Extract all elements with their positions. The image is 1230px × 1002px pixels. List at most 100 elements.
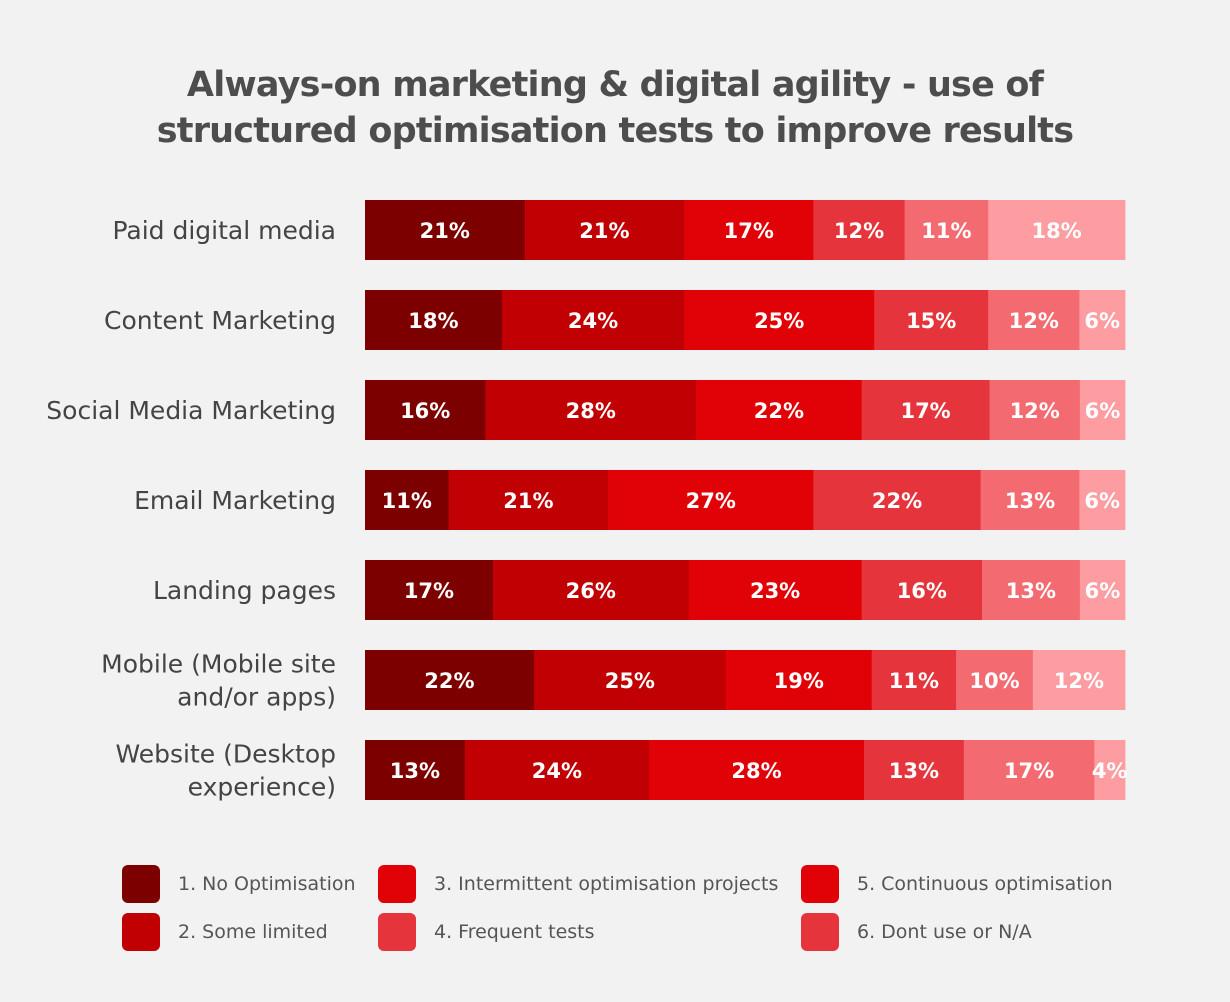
bar-segment: [963, 740, 1095, 800]
bar-segment: [365, 470, 449, 530]
data-label: 21%: [420, 219, 470, 243]
data-label: 25%: [754, 309, 804, 333]
data-label: 15%: [906, 309, 956, 333]
data-label: 11%: [889, 669, 939, 693]
bar-row: Website (Desktop experience) 13% 24% 28% 13% 1…: [116, 740, 1128, 802]
data-label: 28%: [566, 399, 616, 423]
chart-title-line-1: Always-on marketing & digital agility - …: [186, 65, 1044, 105]
data-label: 18%: [1031, 219, 1081, 243]
bar-segment: [863, 740, 965, 800]
bar-segment: [725, 650, 873, 710]
bar-segment: [485, 380, 697, 440]
legend-swatch: [378, 865, 416, 903]
bar-segment: [1032, 650, 1126, 710]
bar-row: Content Marketing 18% 24% 25% 15% 12% 6%: [104, 290, 1126, 350]
bar-segment: [524, 200, 685, 260]
legend-swatch: [801, 913, 839, 951]
bar-segment: [365, 740, 466, 800]
bar-segment: [1079, 380, 1126, 440]
legend-label: 5. Continuous optimisation: [857, 873, 1113, 895]
legend-item: 6. Dont use or N/A: [801, 913, 1032, 951]
data-label: 13%: [889, 759, 939, 783]
category-label: Social Media Marketing: [46, 396, 336, 425]
legend-swatch: [122, 865, 160, 903]
data-label: 21%: [503, 489, 553, 513]
bar-row: Paid digital media 21% 21% 17% 12% 11% 18%: [112, 200, 1126, 260]
bar-segment: [1094, 740, 1126, 800]
bar-segment: [980, 470, 1080, 530]
data-label: 11%: [921, 219, 971, 243]
bar-segment: [982, 560, 1081, 620]
data-label: 6%: [1084, 309, 1120, 333]
bar-segment: [1079, 290, 1126, 350]
bar-segment: [871, 650, 957, 710]
category-label: and/or apps): [177, 683, 336, 712]
bar-segment: [365, 650, 535, 710]
data-label: 22%: [754, 399, 804, 423]
bar-segment: [874, 290, 989, 350]
bar-segment: [448, 470, 609, 530]
data-label: 6%: [1085, 579, 1121, 603]
bar-row: Landing pages 17% 26% 23% 16% 13% 6%: [153, 560, 1126, 620]
bar-segment: [533, 650, 727, 710]
data-label: 12%: [1009, 309, 1059, 333]
category-label: experience): [188, 773, 336, 802]
bar-segment: [684, 200, 814, 260]
bar-segment: [813, 470, 981, 530]
category-label: Content Marketing: [104, 306, 336, 335]
legend-label: 2. Some limited: [178, 921, 328, 943]
data-label: 21%: [579, 219, 629, 243]
category-label: Mobile (Mobile site: [101, 650, 336, 679]
data-label: 12%: [1010, 399, 1060, 423]
bar-row: Email Marketing 11% 21% 27% 22% 13% 6%: [134, 470, 1126, 530]
data-label: 17%: [724, 219, 774, 243]
bar-segment: [649, 740, 865, 800]
legend-item: 4. Frequent tests: [378, 913, 595, 951]
data-label: 23%: [750, 579, 800, 603]
bar-segment: [813, 200, 905, 260]
bar-segment: [492, 560, 689, 620]
data-label: 10%: [969, 669, 1019, 693]
bar-segment: [956, 650, 1034, 710]
data-label: 11%: [382, 489, 432, 513]
data-label: 13%: [1005, 489, 1055, 513]
data-label: 13%: [1006, 579, 1056, 603]
bar-segment: [1079, 470, 1126, 530]
legend-swatch: [122, 913, 160, 951]
data-label: 18%: [408, 309, 458, 333]
data-label: 22%: [424, 669, 474, 693]
data-label: 6%: [1084, 489, 1120, 513]
data-label: 13%: [390, 759, 440, 783]
data-label: 28%: [731, 759, 781, 783]
category-label: Website (Desktop: [116, 740, 336, 769]
data-label: 24%: [568, 309, 618, 333]
data-label: 19%: [774, 669, 824, 693]
bar-segment: [989, 380, 1081, 440]
bar-segment: [861, 560, 983, 620]
legend-item: 3. Intermittent optimisation projects: [378, 865, 778, 903]
legend-label: 4. Frequent tests: [434, 921, 595, 943]
legend-item: 2. Some limited: [122, 913, 328, 951]
legend-swatch: [801, 865, 839, 903]
data-label: 12%: [834, 219, 884, 243]
bar-segment: [684, 290, 875, 350]
legend-item: 5. Continuous optimisation: [801, 865, 1113, 903]
legend-swatch: [378, 913, 416, 951]
data-label: 17%: [404, 579, 454, 603]
bar-segment: [501, 290, 685, 350]
chart-title-line-2: structured optimisation tests to improve…: [156, 111, 1074, 151]
category-label: Paid digital media: [112, 216, 336, 245]
legend-label: 3. Intermittent optimisation projects: [434, 873, 779, 895]
data-label: 27%: [686, 489, 736, 513]
data-label: 12%: [1054, 669, 1104, 693]
bar-segment: [988, 290, 1080, 350]
legend-item: 1. No Optimisation: [122, 865, 356, 903]
bar-segment: [988, 200, 1126, 260]
bar-segment: [365, 200, 525, 260]
bar-segment: [1079, 560, 1126, 620]
legend-label: 1. No Optimisation: [178, 873, 356, 895]
data-label: 16%: [400, 399, 450, 423]
category-label: Landing pages: [153, 576, 336, 605]
